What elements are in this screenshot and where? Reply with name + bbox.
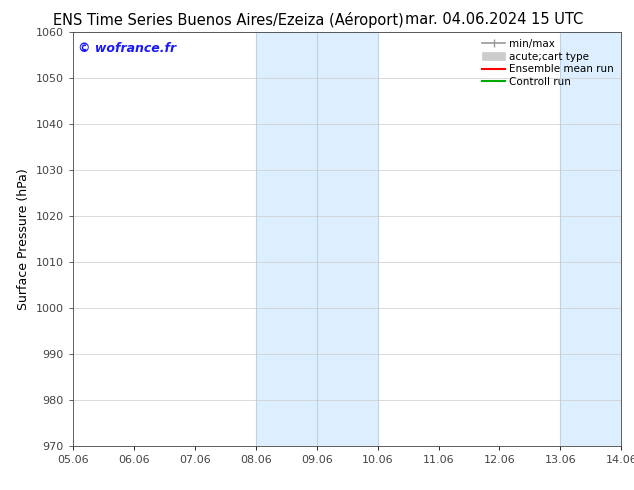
Text: mar. 04.06.2024 15 UTC: mar. 04.06.2024 15 UTC xyxy=(405,12,584,27)
Text: ENS Time Series Buenos Aires/Ezeiza (Aéroport): ENS Time Series Buenos Aires/Ezeiza (Aér… xyxy=(53,12,404,28)
Y-axis label: Surface Pressure (hPa): Surface Pressure (hPa) xyxy=(17,168,30,310)
Bar xyxy=(256,32,378,446)
Legend: min/max, acute;cart type, Ensemble mean run, Controll run: min/max, acute;cart type, Ensemble mean … xyxy=(478,35,618,91)
Bar xyxy=(560,32,621,446)
Text: © wofrance.fr: © wofrance.fr xyxy=(79,42,176,55)
